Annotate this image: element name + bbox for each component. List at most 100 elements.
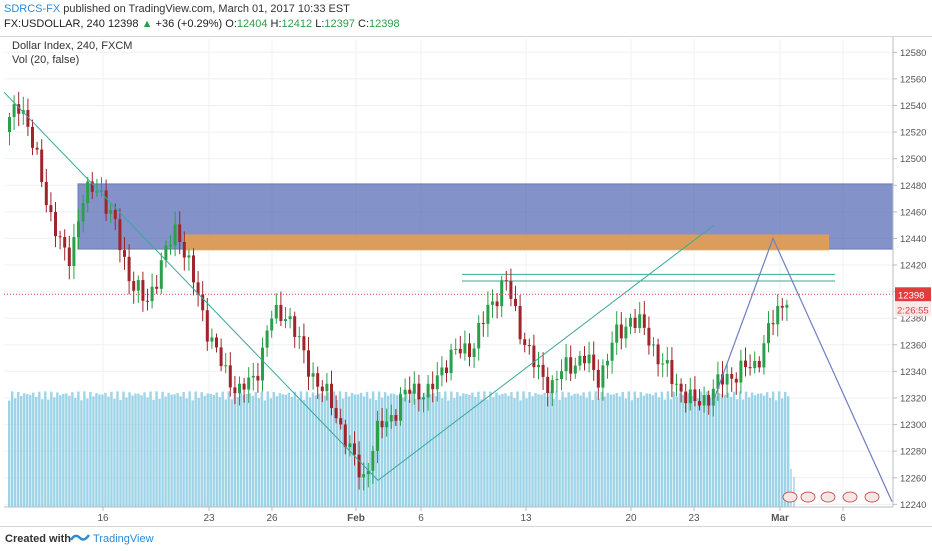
candle-body xyxy=(578,355,582,366)
volume-bar xyxy=(209,393,212,507)
volume-bar xyxy=(269,398,273,507)
volume-bar xyxy=(11,391,14,507)
last-price-tag-label: 12398 xyxy=(898,290,924,301)
volume-bar xyxy=(182,391,185,507)
volume-bar xyxy=(356,394,360,507)
candle-body xyxy=(40,149,44,183)
volume-bar xyxy=(762,395,766,507)
volume-bar xyxy=(227,391,230,507)
chart-area[interactable]: 12240 12260 12280 12300 12320 12340 12360 12380… xyxy=(0,37,932,524)
time-axis-label: 6 xyxy=(840,513,846,524)
volume-bar xyxy=(32,392,35,507)
volume-bar xyxy=(447,400,450,507)
candle-body xyxy=(583,355,586,364)
volume-bar xyxy=(615,392,618,507)
candle-body xyxy=(205,310,209,342)
volume-bar xyxy=(362,396,366,507)
candle-body xyxy=(762,343,766,368)
volume-bar xyxy=(62,393,65,507)
candle-body xyxy=(431,383,435,390)
volume-bar xyxy=(678,392,682,507)
volume-bar xyxy=(167,392,170,507)
volume-bar xyxy=(558,399,561,507)
volume-bar xyxy=(645,393,649,507)
volume-bar xyxy=(513,397,516,507)
volume-bar xyxy=(179,396,182,507)
volume-bar xyxy=(50,391,53,507)
low-label: L: xyxy=(315,18,325,30)
author-link[interactable]: SDRCS-FX xyxy=(4,3,61,15)
price-axis-label: 12380 xyxy=(900,314,926,325)
volume-bar xyxy=(492,397,495,507)
volume-bar xyxy=(38,391,41,507)
volume-bar xyxy=(585,397,588,507)
volume-bar xyxy=(600,391,603,507)
volume-bar xyxy=(456,392,459,507)
volume-bar xyxy=(582,392,585,507)
volume-bar xyxy=(365,391,369,507)
volume-bar xyxy=(441,398,444,507)
candle-body xyxy=(463,343,467,354)
candle-body xyxy=(302,336,306,351)
volume-bar xyxy=(350,392,354,507)
volume-bar xyxy=(293,391,297,507)
price-chart[interactable]: 12240 12260 12280 12300 12320 12340 12360 12380… xyxy=(0,37,932,524)
volume-bar xyxy=(200,392,203,507)
volume-bar xyxy=(347,396,351,507)
volume-bar xyxy=(164,396,167,507)
event-flag-icon xyxy=(800,491,816,503)
volume-bar xyxy=(146,397,149,507)
event-flag-icon xyxy=(782,491,798,503)
tradingview-logo-icon xyxy=(70,534,90,541)
volume-bar xyxy=(20,396,23,507)
volume-bar xyxy=(338,391,342,507)
volume-bar xyxy=(489,391,492,507)
candle-body xyxy=(399,394,402,421)
candle-body xyxy=(164,245,168,261)
volume-bar xyxy=(666,391,670,507)
volume-bar xyxy=(86,398,89,507)
candle-body xyxy=(458,348,462,354)
volume-bar xyxy=(317,393,321,507)
candle-body xyxy=(95,191,99,193)
candle-body xyxy=(509,281,513,299)
candle-body xyxy=(100,190,103,192)
price-axis-label: 12260 xyxy=(900,473,926,484)
candle-body xyxy=(744,360,747,368)
volume-bar xyxy=(14,398,17,507)
candle-body xyxy=(265,330,269,348)
candle-body xyxy=(560,371,563,380)
volume-bar xyxy=(726,392,730,507)
candle-body xyxy=(721,374,724,385)
open-value: 12404 xyxy=(236,18,268,30)
volume-bar xyxy=(344,391,348,507)
candle-body xyxy=(256,375,260,381)
candle-body xyxy=(652,344,655,346)
volume-bar xyxy=(230,399,233,507)
candle-body xyxy=(307,350,310,377)
volume-bar xyxy=(561,391,564,507)
volume-bar xyxy=(783,391,787,507)
volume-bar xyxy=(672,391,676,507)
event-flag-icon xyxy=(842,491,858,503)
volume-bar xyxy=(438,391,441,507)
volume-bar xyxy=(705,391,709,507)
volume-bar xyxy=(687,393,691,507)
candle-body xyxy=(385,421,389,428)
volume-bar xyxy=(341,398,345,507)
price-axis-label: 12360 xyxy=(900,340,926,351)
volume-bar xyxy=(462,393,465,507)
candle-body xyxy=(615,324,619,343)
candle-body xyxy=(224,365,228,367)
candle-body xyxy=(376,420,379,451)
volume-bar xyxy=(131,395,134,507)
last-price-tag xyxy=(895,287,931,302)
candle-body xyxy=(514,298,517,306)
volume-bar xyxy=(528,391,531,507)
candle-body xyxy=(72,237,76,267)
tradingview-brand[interactable]: TradingView xyxy=(93,533,154,545)
volume-bar xyxy=(606,392,609,507)
candle-body xyxy=(26,110,30,127)
volume-bar xyxy=(53,397,56,507)
candle-body xyxy=(293,316,297,337)
